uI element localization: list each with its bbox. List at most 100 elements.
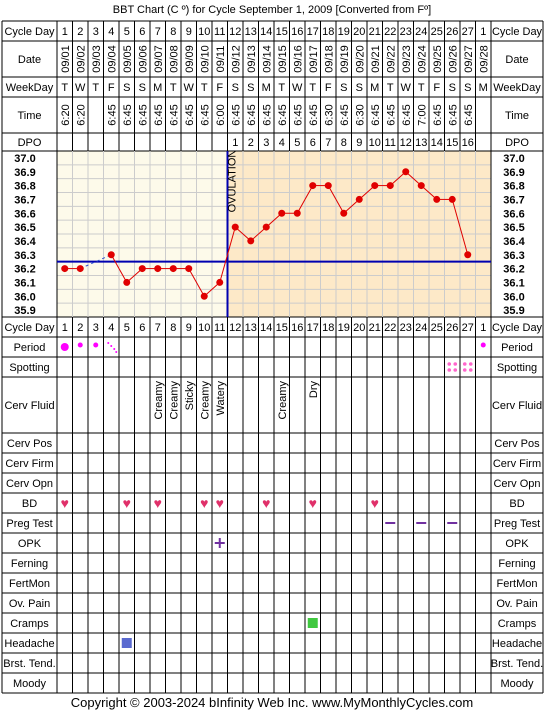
date-label: 09/21 xyxy=(370,45,382,73)
cycle-day-number: 22 xyxy=(384,26,396,38)
dpo-number: 10 xyxy=(369,137,381,149)
row-label-right: BD xyxy=(509,498,524,510)
date-label: 09/16 xyxy=(292,45,304,73)
temp-line-segment xyxy=(451,199,469,255)
temp-point xyxy=(154,265,162,273)
time-label: 6:45 xyxy=(199,104,211,125)
time-label: 6:45 xyxy=(292,104,304,125)
row-label-right: OPK xyxy=(505,538,529,550)
cycle-day-number: 5 xyxy=(124,26,130,38)
cycle-day-number: 1 xyxy=(62,322,68,334)
cycle-day-number: 3 xyxy=(93,322,99,334)
cycle-day-number: 13 xyxy=(245,322,257,334)
cycle-day-number: 16 xyxy=(291,26,303,38)
time-label: 6:45 xyxy=(385,104,397,125)
y-tick-label-right: 36.0 xyxy=(503,291,524,303)
row-label-right: Cerv Fluid xyxy=(492,400,542,412)
spotting-mark xyxy=(447,368,452,372)
dpo-number: 5 xyxy=(294,137,300,149)
row-label-left: Moody xyxy=(13,678,47,690)
weekday-label: T xyxy=(201,82,208,94)
ovulation-label: OVULATION xyxy=(227,150,239,213)
cramps-mark xyxy=(307,618,318,628)
row-label-right: Spotting xyxy=(497,362,537,374)
cerv-fluid-label: Creamy xyxy=(168,381,180,420)
row-label-left: Time xyxy=(17,110,41,122)
dpo-number: 14 xyxy=(431,137,443,149)
dpo-number: 7 xyxy=(325,137,331,149)
temp-point xyxy=(61,265,69,273)
spotting-mark xyxy=(462,362,467,366)
cycle-day-number: 13 xyxy=(245,26,257,38)
row-label-right: Brst. Tend. xyxy=(491,658,543,670)
row-label-left: FertMon xyxy=(9,578,50,590)
cycle-day-number: 25 xyxy=(431,26,443,38)
cycle-day-number: 1 xyxy=(480,26,486,38)
cerv-fluid-label: Creamy xyxy=(153,381,165,420)
temp-point xyxy=(386,182,394,190)
cerv-fluid-label: Dry xyxy=(308,381,320,399)
time-label: 6:45 xyxy=(447,104,459,125)
temp-point xyxy=(293,209,301,217)
spotting-mark xyxy=(453,368,458,372)
row-label-left: DPO xyxy=(18,137,42,149)
time-label: 6:45 xyxy=(277,104,289,125)
weekday-label: S xyxy=(340,82,347,94)
temp-point xyxy=(278,209,286,217)
row-label-right: Time xyxy=(505,110,529,122)
row-label-left: Cerv Fluid xyxy=(4,400,54,412)
time-label: 6:45 xyxy=(137,104,149,125)
cycle-day-number: 3 xyxy=(93,26,99,38)
y-tick-label-left: 36.7 xyxy=(14,194,35,206)
date-label: 09/17 xyxy=(308,45,320,73)
date-label: 09/26 xyxy=(447,45,459,73)
y-tick-label-right: 36.9 xyxy=(503,167,524,179)
row-label-right: FertMon xyxy=(497,578,538,590)
cycle-day-number: 9 xyxy=(186,322,192,334)
cycle-day-number: 5 xyxy=(124,322,130,334)
dpo-number: 13 xyxy=(415,137,427,149)
weekday-label: T xyxy=(92,82,99,94)
date-label: 09/15 xyxy=(277,45,289,73)
weekday-label: F xyxy=(108,82,115,94)
weekday-label: W xyxy=(401,82,412,94)
weekday-label: T xyxy=(387,82,394,94)
weekday-label: W xyxy=(75,82,86,94)
spotting-mark xyxy=(462,368,467,372)
period-heavy-mark xyxy=(60,343,69,351)
time-label: 6:45 xyxy=(246,104,258,125)
date-label: 09/20 xyxy=(354,45,366,73)
chart-title: BBT Chart (C º) for Cycle September 1, 2… xyxy=(113,4,431,16)
weekday-label: M xyxy=(479,82,488,94)
y-tick-label-left: 36.2 xyxy=(14,264,35,276)
dpo-number: 8 xyxy=(341,137,347,149)
row-label-right: Cycle Day xyxy=(492,26,543,38)
time-label: 6:45 xyxy=(122,104,134,125)
cycle-day-number: 21 xyxy=(369,26,381,38)
date-label: 09/28 xyxy=(478,45,490,73)
y-tick-label-right: 36.8 xyxy=(503,181,524,193)
cycle-day-number: 27 xyxy=(462,26,474,38)
weekday-label: S xyxy=(356,82,363,94)
temp-point xyxy=(107,251,115,259)
y-tick-label-left: 36.9 xyxy=(14,167,35,179)
weekday-label: F xyxy=(433,82,440,94)
bd-heart-icon: ♥ xyxy=(154,495,162,511)
time-label: 6:45 xyxy=(168,104,180,125)
cycle-day-number: 24 xyxy=(415,26,427,38)
y-tick-label-right: 36.2 xyxy=(503,264,524,276)
row-label-right: DPO xyxy=(505,137,529,149)
time-label: 6:20 xyxy=(75,104,87,125)
period-spotting-mark xyxy=(113,348,116,350)
weekday-label: S xyxy=(232,82,239,94)
row-label-left: Ferning xyxy=(11,558,48,570)
row-label-right: Date xyxy=(505,54,528,66)
row-label-left: Cycle Day xyxy=(4,322,55,334)
row-label-left: Cycle Day xyxy=(4,26,55,38)
dpo-number: 1 xyxy=(232,137,238,149)
period-medium-mark xyxy=(77,342,83,348)
weekday-label: F xyxy=(325,82,332,94)
time-label: 6:45 xyxy=(401,104,413,125)
footer-copyright: Copyright © 2003-2024 bInfinity Web Inc.… xyxy=(71,695,473,710)
weekday-label: S xyxy=(464,82,471,94)
